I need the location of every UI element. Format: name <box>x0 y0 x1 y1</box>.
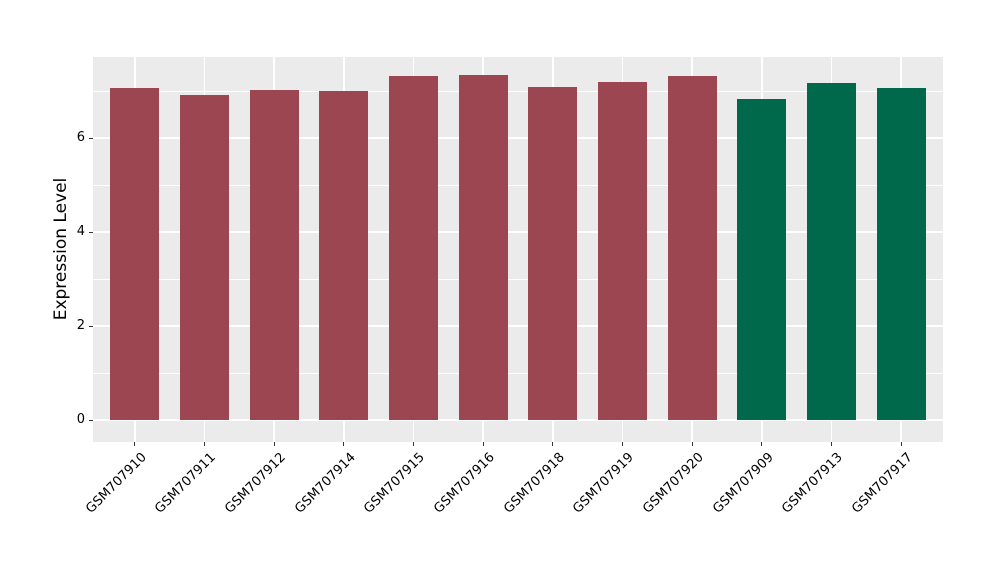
x-tick-mark <box>831 442 833 446</box>
x-tick-label: GSM707911 <box>152 450 220 517</box>
x-tick-mark <box>134 442 136 446</box>
x-tick-mark <box>552 442 554 446</box>
y-tick-label: 4 <box>76 224 85 240</box>
y-tick-label: 2 <box>76 318 85 334</box>
bar-GSM707917 <box>876 88 926 421</box>
x-tick-label: GSM707914 <box>291 450 359 517</box>
bar-GSM707919 <box>598 82 647 421</box>
y-tick-mark <box>88 325 93 327</box>
x-tick-label: GSM707918 <box>500 450 568 517</box>
minor-gridline <box>93 184 943 186</box>
major-gridline <box>93 419 943 422</box>
minor-gridline <box>93 90 943 92</box>
x-tick-mark <box>761 442 763 446</box>
y-tick-mark <box>88 419 93 421</box>
y-tick-label: 6 <box>76 130 85 146</box>
x-tick-label: GSM707912 <box>222 450 289 517</box>
x-tick-mark <box>622 442 623 446</box>
x-tick-label: GSM707919 <box>570 450 638 517</box>
major-gridline <box>93 325 943 328</box>
x-tick-label: GSM707913 <box>779 450 847 517</box>
major-gridline <box>93 137 943 140</box>
y-tick-label: 0 <box>76 412 85 428</box>
x-tick-mark <box>900 442 902 446</box>
x-tick-label: GSM707909 <box>709 450 777 517</box>
x-tick-label: GSM707917 <box>849 450 916 517</box>
bar-GSM707913 <box>807 83 856 421</box>
bar-GSM707918 <box>528 87 578 421</box>
x-tick-mark <box>273 442 275 446</box>
major-gridline <box>93 231 943 234</box>
y-axis-title: Expression Level <box>51 177 71 321</box>
bar-GSM707909 <box>737 98 787 421</box>
x-tick-mark <box>343 442 345 446</box>
bar-GSM707910 <box>110 88 160 421</box>
x-tick-mark <box>691 442 693 446</box>
x-tick-label: GSM707910 <box>82 450 150 517</box>
x-tick-mark <box>482 442 484 446</box>
bar-GSM707920 <box>667 75 717 421</box>
x-tick-label: GSM707915 <box>361 450 429 517</box>
x-tick-mark <box>412 442 414 446</box>
bar-GSM707915 <box>389 75 438 421</box>
plot-panel <box>93 57 943 442</box>
minor-gridline <box>93 372 943 374</box>
bar-GSM707911 <box>180 95 229 421</box>
minor-gridline <box>93 278 943 280</box>
y-tick-mark <box>88 231 93 233</box>
x-tick-label: GSM707920 <box>640 450 707 517</box>
y-tick-mark <box>88 137 93 139</box>
bar-GSM707912 <box>249 89 299 421</box>
x-tick-label: GSM707916 <box>431 450 498 517</box>
bar-GSM707916 <box>458 75 508 421</box>
bar-GSM707914 <box>319 90 369 421</box>
x-tick-mark <box>203 442 205 446</box>
